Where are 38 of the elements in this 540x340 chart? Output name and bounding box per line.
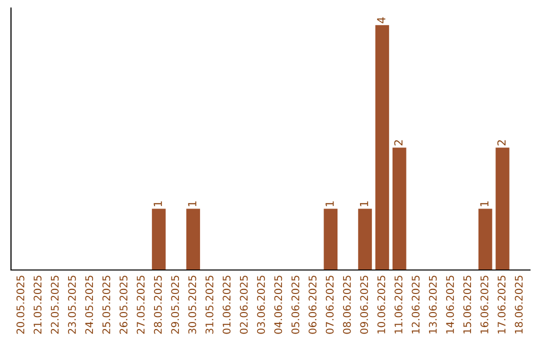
x-tick-label: 27.05.2025 xyxy=(136,276,145,334)
x-tick-label: 20.05.2025 xyxy=(16,276,24,334)
x-tick-label: 29.05.2025 xyxy=(171,276,180,334)
data-label: 1 xyxy=(360,201,368,206)
x-tick-label: 30.05.2025 xyxy=(188,276,196,334)
data-label: 1 xyxy=(480,201,488,206)
x-tick-label: 05.06.2025 xyxy=(291,276,300,334)
data-label: 1 xyxy=(154,201,162,206)
x-tick-label: 07.06.2025 xyxy=(326,276,334,334)
x-tick-label: 12.06.2025 xyxy=(412,276,420,334)
data-label: 4 xyxy=(377,17,386,24)
x-tick-label: 23.05.2025 xyxy=(68,276,76,334)
x-tick-label: 02.06.2025 xyxy=(240,276,248,334)
x-tick-label: 13.06.2025 xyxy=(428,276,437,334)
x-tick-label: 28.05.2025 xyxy=(154,276,162,334)
x-tick-label: 03.06.2025 xyxy=(257,276,265,334)
x-tick-label: 08.06.2025 xyxy=(342,276,351,334)
x-tick-label: 06.06.2025 xyxy=(308,276,316,334)
x-tick-label: 14.06.2025 xyxy=(446,276,454,334)
x-tick-label: 18.06.2025 xyxy=(514,276,523,334)
x-tick-label: 17.06.2025 xyxy=(498,276,506,334)
x-tick-label: 09.06.2025 xyxy=(360,276,368,334)
data-label: 2 xyxy=(497,140,506,146)
data-label: 2 xyxy=(394,140,402,146)
x-tick-label: 24.05.2025 xyxy=(85,276,94,334)
x-tick-label: 04.06.2025 xyxy=(274,276,282,334)
x-tick-label: 10.06.2025 xyxy=(377,276,386,334)
x-tick-label: 01.06.2025 xyxy=(222,276,231,334)
x-tick-label: 25.05.2025 xyxy=(102,276,110,334)
x-tick-label: 26.05.2025 xyxy=(120,276,128,334)
x-tick-label: 11.06.2025 xyxy=(394,276,402,334)
x-tick-label: 21.05.2025 xyxy=(34,276,42,334)
x-tick-label: 16.06.2025 xyxy=(480,276,488,334)
data-label: 1 xyxy=(326,201,334,206)
x-tick-label: 22.05.2025 xyxy=(50,276,59,334)
data-label: 1 xyxy=(188,201,196,206)
x-tick-label: 15.06.2025 xyxy=(463,276,472,334)
x-tick-label: 31.05.2025 xyxy=(205,276,214,334)
